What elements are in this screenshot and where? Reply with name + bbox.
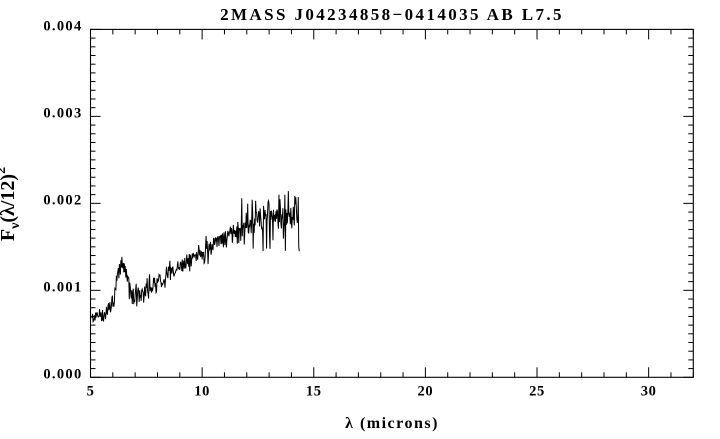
svg-text:λ (microns): λ (microns) xyxy=(345,415,439,432)
svg-text:25: 25 xyxy=(529,383,545,399)
svg-text:10: 10 xyxy=(194,383,210,399)
svg-text:15: 15 xyxy=(306,383,322,399)
svg-text:2MASS J04234858−0414035 AB L7.: 2MASS J04234858−0414035 AB L7.5 xyxy=(220,5,564,24)
svg-text:20: 20 xyxy=(418,383,434,399)
svg-text:0.001: 0.001 xyxy=(43,279,82,295)
svg-text:0.003: 0.003 xyxy=(43,105,82,121)
svg-text:0.002: 0.002 xyxy=(43,192,82,208)
svg-text:0.000: 0.000 xyxy=(43,366,82,382)
svg-text:30: 30 xyxy=(641,383,657,399)
svg-text:0.004: 0.004 xyxy=(43,18,82,34)
svg-text:5: 5 xyxy=(87,383,95,399)
